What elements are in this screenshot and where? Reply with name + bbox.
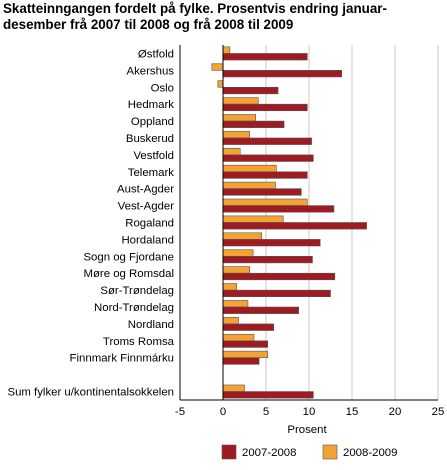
category-label: Nord-Trøndelag: [94, 302, 174, 314]
category-label: Møre og Romsdal: [83, 268, 174, 280]
legend-swatch-2007-2008: [221, 444, 237, 460]
axes: [179, 45, 438, 401]
x-tick-label: 10: [303, 406, 316, 418]
bar-2008-2009: [222, 181, 276, 189]
category-label: Hedmark: [128, 99, 175, 111]
bar-2007-2008: [222, 239, 321, 247]
x-tick-label: 25: [432, 406, 445, 418]
category-label: Vestfold: [133, 150, 174, 162]
bar-2007-2008: [222, 70, 342, 78]
bar-2008-2009: [222, 198, 308, 206]
bar-2008-2009: [222, 164, 277, 173]
category-label: Aust-Agder: [117, 184, 174, 196]
bar-2007-2008: [222, 289, 331, 298]
bar-2008-2009: [222, 300, 249, 308]
bar-2007-2008: [222, 137, 312, 145]
bars: [211, 46, 367, 399]
bar-2007-2008: [222, 205, 335, 213]
bar-2007-2008: [222, 256, 313, 264]
category-label: Telemark: [128, 167, 175, 179]
category-labels: Østfold Akershus Oslo Hedmark Oppland Buskeru…: [7, 48, 174, 398]
legend-label-2007-2008: 2007-2008: [242, 447, 296, 459]
bar-2008-2009: [222, 350, 269, 359]
category-label: Sogn og Fjordane: [83, 251, 174, 263]
bar-2008-2009: [222, 114, 256, 122]
bar-2007-2008: [222, 323, 275, 331]
bar-2007-2008: [222, 391, 314, 399]
bar-2008-2009: [222, 283, 238, 291]
chart-title-line-1: Skatteinngangen fordelt på fylke. Prosen…: [3, 1, 387, 16]
bar-2007-2008: [222, 272, 336, 281]
category-label: Finnmark Finnmárku: [70, 353, 174, 365]
bar-2008-2009: [217, 80, 224, 88]
bar-2008-2009: [222, 266, 250, 274]
bar-2007-2008: [222, 357, 260, 365]
legend: 2007-2008 2008-2009: [221, 444, 397, 460]
x-tick-label: 15: [346, 406, 359, 418]
category-label: Nordland: [128, 319, 174, 331]
category-label: Rogaland: [125, 218, 174, 230]
category-label: Akershus: [127, 65, 175, 77]
category-label: Buskerud: [126, 133, 174, 145]
bar-2007-2008: [222, 340, 269, 348]
x-axis-title: Prosent: [287, 424, 327, 436]
category-label: Sum fylker u/kontinentalsokkelen: [7, 387, 174, 399]
bar-2007-2008: [222, 53, 308, 61]
x-tick-label: -5: [175, 406, 185, 418]
category-label: Oslo: [151, 82, 174, 94]
x-tick-label: 5: [263, 406, 269, 418]
bar-2007-2008: [222, 103, 308, 112]
bar-2007-2008: [222, 154, 314, 162]
chart-title: Skatteinngangen fordelt på fylke. Prosen…: [3, 1, 443, 33]
bar-2008-2009: [222, 97, 259, 105]
bar-2008-2009: [222, 384, 245, 392]
bar-2008-2009: [222, 249, 254, 257]
chart-title-line-2: desember frå 2007 til 2008 og frå 2008 t…: [3, 17, 294, 32]
bar-2008-2009: [222, 333, 255, 342]
bar-2008-2009: [222, 131, 250, 139]
bar-2007-2008: [222, 120, 285, 128]
bar-2007-2008: [222, 171, 308, 179]
bar-2008-2009: [222, 46, 231, 54]
category-label: Østfold: [138, 48, 174, 60]
x-tick-labels: -5 0 5 10 15 20 25: [175, 406, 444, 418]
bar-2008-2009: [222, 215, 284, 223]
bar-2008-2009: [222, 147, 241, 156]
x-tick-label: 20: [389, 406, 402, 418]
legend-label-2008-2009: 2008-2009: [343, 447, 397, 459]
bar-2008-2009: [222, 317, 239, 325]
category-label: Troms Romsa: [103, 336, 175, 348]
category-label: Hordaland: [121, 234, 174, 246]
category-label: Sør-Trøndelag: [100, 285, 174, 297]
bar-2008-2009: [211, 63, 224, 71]
bar-2007-2008: [222, 188, 302, 196]
category-label: Oppland: [131, 116, 174, 128]
category-label: Vest-Agder: [118, 201, 175, 213]
bar-2007-2008: [222, 222, 367, 230]
legend-swatch-2008-2009: [322, 444, 338, 460]
x-tick-label: 0: [220, 406, 226, 418]
bar-2008-2009: [222, 232, 263, 240]
bar-2007-2008: [222, 86, 279, 95]
bar-2007-2008: [222, 306, 299, 314]
